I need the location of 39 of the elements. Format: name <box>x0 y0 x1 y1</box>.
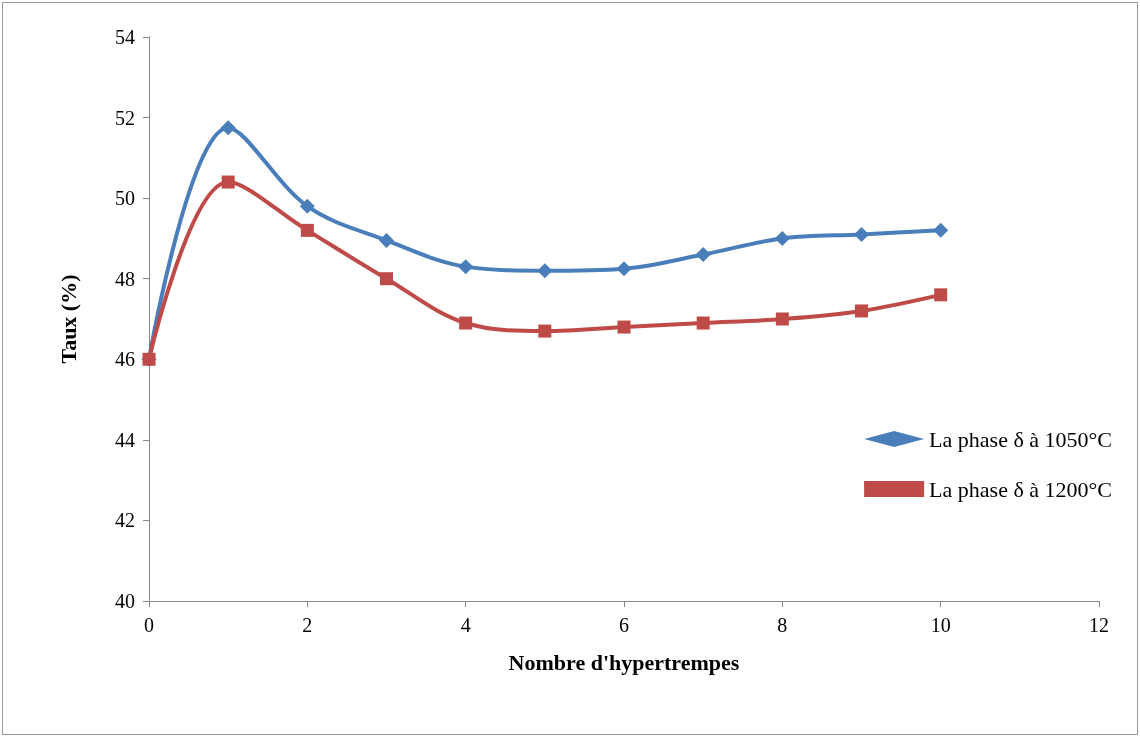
point <box>300 223 314 237</box>
point <box>220 120 236 136</box>
point <box>934 288 948 302</box>
legend-label: La phase δ à 1200°C <box>929 476 1113 502</box>
point <box>221 175 235 189</box>
point <box>855 304 868 318</box>
y-tick-label: 52 <box>115 106 135 129</box>
y-tick-label: 44 <box>115 428 135 451</box>
y-tick-label: 40 <box>115 590 135 612</box>
y-tick-label: 42 <box>115 509 135 532</box>
y-tick-label: 54 <box>115 26 135 48</box>
x-tick-label: 12 <box>1089 614 1109 636</box>
x-tick-label: 6 <box>619 614 629 636</box>
point <box>933 222 949 238</box>
y-tick-label: 50 <box>115 187 135 210</box>
x-tick-label: 0 <box>144 614 154 636</box>
point <box>775 312 789 326</box>
point <box>538 324 552 338</box>
point <box>774 230 790 246</box>
y-tick-label: 46 <box>115 348 135 371</box>
x-tick-label: 8 <box>777 614 788 636</box>
point <box>695 247 711 263</box>
point <box>696 316 710 330</box>
point <box>854 226 869 242</box>
point <box>459 316 473 330</box>
point <box>299 198 315 214</box>
x-tick-label: 10 <box>930 614 951 636</box>
point <box>458 259 474 275</box>
y-tick-label: 48 <box>115 267 135 290</box>
point <box>617 320 631 334</box>
point <box>616 261 632 277</box>
point <box>380 272 393 286</box>
x-tick-label: 2 <box>302 614 313 636</box>
x-axis-title: Nombre d'hypertrempes <box>508 649 740 675</box>
point <box>379 232 394 248</box>
y-axis-title: Taux (%) <box>55 274 81 364</box>
legend-label: La phase δ à 1050°C <box>929 426 1113 452</box>
point <box>537 263 553 279</box>
x-tick-label: 4 <box>460 614 471 636</box>
